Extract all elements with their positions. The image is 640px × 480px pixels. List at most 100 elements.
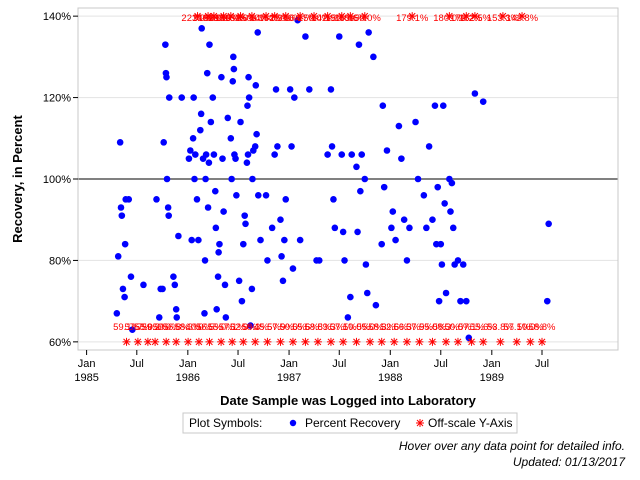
offscale-label-bottom: 57.1%	[330, 322, 357, 333]
data-point	[282, 196, 290, 203]
data-point	[171, 281, 179, 289]
offscale-marker	[205, 337, 214, 346]
offscale-marker	[377, 337, 386, 346]
data-point	[257, 236, 264, 244]
offscale-label-top: 160.0%	[207, 13, 240, 24]
data-point	[229, 77, 237, 85]
offscale-marker	[184, 337, 193, 346]
offscale-label-top: 179.1%	[396, 13, 429, 24]
data-point	[190, 94, 197, 101]
data-point	[160, 139, 168, 146]
data-point	[244, 102, 251, 110]
offscale-label-top: 150.0%	[349, 13, 382, 24]
data-point	[193, 196, 201, 203]
data-point	[358, 151, 366, 158]
offscale-marker	[498, 12, 507, 21]
offscale-marker	[445, 12, 454, 21]
data-point	[221, 281, 229, 289]
data-point	[339, 228, 347, 236]
data-point	[207, 118, 215, 126]
data-point	[348, 151, 356, 158]
data-point	[380, 183, 388, 191]
axes: 60% 80% 100% 120% 140% Jan 1985 Jul Jan 1986 Jul Ja…	[43, 11, 549, 384]
data-point	[201, 310, 208, 317]
data-point	[114, 253, 122, 260]
data-point	[362, 261, 370, 268]
offscale-label-top: 142.9%	[311, 13, 344, 24]
offscale-marker	[219, 12, 228, 21]
x-tick-month-label: Jul	[434, 358, 448, 370]
offscale-marker	[194, 337, 203, 346]
legend-box	[182, 412, 518, 434]
offscale-label-top: 162.5%	[459, 13, 492, 24]
offscale-marker	[296, 12, 305, 21]
offscale-label-top: 150.0%	[326, 13, 359, 24]
x-tick-year-label: 1988	[378, 372, 402, 384]
offscale-marker	[352, 337, 361, 346]
data-point	[244, 151, 252, 158]
data-point	[281, 236, 288, 244]
data-point	[437, 240, 445, 248]
data-point	[392, 236, 399, 244]
offscale-marker	[263, 337, 272, 346]
offscale-label-top: 164.7%	[284, 13, 317, 24]
data-point	[347, 293, 354, 301]
offscale-label-bottom: 57.9%	[406, 322, 433, 333]
offscale-label-bottom: 50.0%	[343, 322, 370, 333]
data-point	[189, 134, 197, 142]
data-point	[113, 310, 121, 317]
offscale-label-bottom: 58.8%	[529, 322, 556, 333]
offscale-marker	[262, 12, 271, 21]
data-point	[448, 179, 456, 187]
legend-dot-icon	[289, 419, 297, 427]
x-tick-year-label: 1987	[277, 372, 301, 384]
offscale-marker	[310, 12, 319, 21]
y-axis-title: Recovery, in Percent	[10, 115, 25, 243]
data-point	[187, 147, 194, 154]
offscale-label-top: 146.0%	[192, 13, 225, 24]
offscale-points	[122, 12, 547, 346]
offscale-marker	[337, 12, 346, 21]
data-point	[172, 305, 180, 313]
offscale-marker	[518, 12, 527, 21]
offscale-label-bottom: 50.0%	[153, 322, 180, 333]
offscale-label-bottom: 57.1%	[503, 322, 530, 333]
data-point	[330, 196, 337, 203]
data-point	[248, 285, 256, 293]
x-tick-month-label: Jan	[179, 358, 197, 370]
offscale-marker	[193, 12, 202, 21]
data-point	[209, 94, 217, 101]
data-point	[204, 204, 212, 211]
data-point	[457, 297, 464, 305]
data-point	[324, 151, 331, 158]
offscale-label-top: 150.0%	[215, 13, 248, 24]
data-point	[395, 122, 403, 130]
data-point	[435, 297, 443, 305]
data-points	[113, 16, 552, 342]
data-point	[434, 183, 442, 191]
offscale-marker	[151, 337, 160, 346]
data-point	[230, 53, 237, 61]
offscale-label-top: 155.6%	[334, 13, 367, 24]
data-point	[471, 90, 479, 97]
data-point	[119, 285, 127, 293]
legend-label-percent-recovery: Percent Recovery	[305, 416, 400, 430]
data-point	[253, 130, 260, 138]
x-tick-month-label: Jan	[381, 358, 399, 370]
data-point	[216, 240, 223, 248]
data-point	[459, 261, 467, 268]
data-point	[233, 191, 240, 199]
offscale-label-bottom: 58.3%	[242, 322, 269, 333]
data-point	[202, 151, 210, 158]
offscale-label-bottom: 53.3%	[317, 322, 344, 333]
offscale-label-bottom: 58.8%	[304, 322, 331, 333]
offscale-label-top: 150.0%	[224, 13, 257, 24]
offscale-label-bottom: 58.3%	[175, 322, 202, 333]
data-point	[163, 73, 170, 81]
data-point	[372, 301, 380, 309]
data-point	[228, 175, 235, 183]
data-point	[213, 305, 220, 313]
offscale-marker	[428, 337, 437, 346]
offscale-label-bottom: 56.8%	[163, 322, 190, 333]
data-point	[465, 334, 473, 342]
